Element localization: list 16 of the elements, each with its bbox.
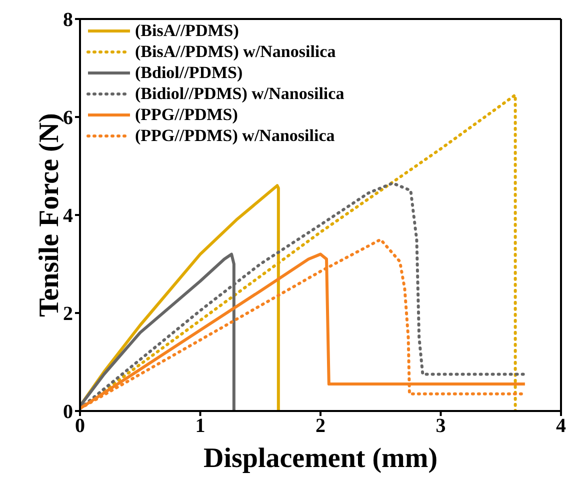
x-tick-label: 1 xyxy=(195,415,206,438)
legend-label: (BisA//PDMS) w/Nanosilica xyxy=(135,41,336,62)
legend-label: (Bdiol//PDMS) xyxy=(135,62,243,83)
legend-label: (BisA//PDMS) xyxy=(135,20,239,41)
y-tick-label: 2 xyxy=(63,303,73,326)
legend-label: (PPG//PDMS) w/Nanosilica xyxy=(135,125,335,146)
y-tick-label: 0 xyxy=(63,401,73,424)
x-tick-label: 2 xyxy=(316,415,326,438)
legend-label: (Bidiol//PDMS) w/Nanosilica xyxy=(135,83,344,104)
y-tick-label: 6 xyxy=(63,107,73,130)
x-tick-label: 3 xyxy=(436,415,446,438)
y-tick-label: 4 xyxy=(63,205,73,228)
y-tick-label: 8 xyxy=(63,9,73,32)
legend-label: (PPG//PDMS) xyxy=(135,104,238,125)
x-tick-label: 4 xyxy=(556,415,566,438)
x-axis-title: Displacement (mm) xyxy=(203,442,438,474)
